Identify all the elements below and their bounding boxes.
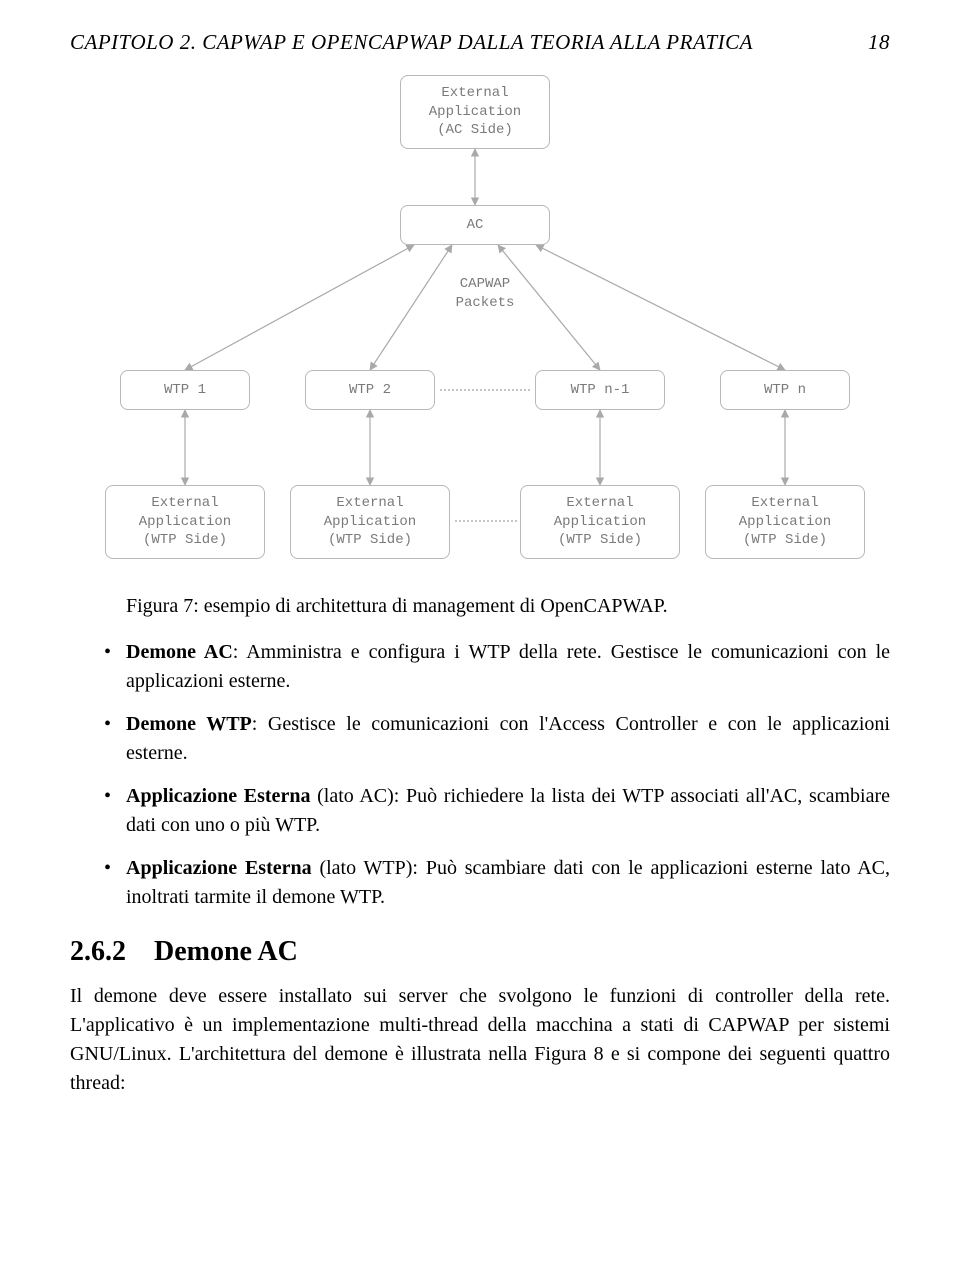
diagram-node-wtp1: WTP 1: [120, 370, 250, 410]
diagram-edge: [185, 245, 414, 370]
diagram-node-ea1: ExternalApplication(WTP Side): [105, 485, 265, 559]
diagram-node-wtp2: WTP 2: [305, 370, 435, 410]
header-chapter: CAPITOLO 2. CAPWAP E OPENCAPWAP DALLA TE…: [70, 30, 753, 55]
diagram-node-ea4: ExternalApplication(WTP Side): [705, 485, 865, 559]
diagram-node-label: (WTP Side): [558, 531, 642, 550]
diagram-node-label: External: [441, 84, 508, 103]
diagram-node-ext_ac: ExternalApplication(AC Side): [400, 75, 550, 149]
diagram-dots: [440, 389, 530, 391]
bullet-item: Demone AC: Amministra e configura i WTP …: [70, 638, 890, 696]
diagram-dots: [455, 520, 517, 522]
figure-caption: Figura 7: esempio di architettura di man…: [126, 595, 890, 618]
diagram-node-label: (WTP Side): [328, 531, 412, 550]
diagram-node-label: External: [151, 494, 218, 513]
diagram-edge: [536, 245, 785, 370]
bullet-term: Applicazione Esterna: [126, 857, 312, 879]
body-paragraph: Il demone deve essere installato sui ser…: [70, 982, 890, 1098]
bullet-item: Applicazione Esterna (lato AC): Può rich…: [70, 782, 890, 840]
diagram-node-label: WTP n: [764, 381, 806, 400]
bullet-list: Demone AC: Amministra e configura i WTP …: [70, 638, 890, 912]
diagram-node-label: AC: [467, 216, 484, 235]
diagram-node-label: CAPWAP: [435, 275, 535, 294]
diagram-node-label: WTP 1: [164, 381, 206, 400]
page-root: CAPITOLO 2. CAPWAP E OPENCAPWAP DALLA TE…: [0, 0, 960, 1128]
diagram-node-label: Application: [429, 103, 521, 122]
bullet-item: Demone WTP: Gestisce le comunicazioni co…: [70, 710, 890, 768]
section-number: 2.6.2: [70, 936, 126, 967]
diagram-node-label: External: [336, 494, 403, 513]
diagram-canvas: ExternalApplication(AC Side)ACCAPWAPPack…: [90, 75, 870, 565]
figure-7: ExternalApplication(AC Side)ACCAPWAPPack…: [70, 75, 890, 565]
section-heading: 2.6.2 Demone AC: [70, 936, 890, 968]
diagram-node-ea3: ExternalApplication(WTP Side): [520, 485, 680, 559]
header-page-number: 18: [868, 30, 890, 55]
diagram-node-label: Application: [554, 513, 646, 532]
diagram-node-wtpn1: WTP n-1: [535, 370, 665, 410]
diagram-node-label: External: [566, 494, 633, 513]
bullet-item: Applicazione Esterna (lato WTP): Può sca…: [70, 854, 890, 912]
bullet-term: Demone WTP: [126, 713, 252, 735]
bullet-term: Applicazione Esterna: [126, 785, 310, 807]
bullet-text: : Amministra e configura i WTP della ret…: [126, 641, 890, 692]
diagram-node-label: Application: [139, 513, 231, 532]
section-title: Demone AC: [154, 936, 298, 967]
diagram-node-label: WTP n-1: [571, 381, 630, 400]
diagram-node-label: Application: [324, 513, 416, 532]
diagram-node-label: (WTP Side): [143, 531, 227, 550]
diagram-node-label: Application: [739, 513, 831, 532]
diagram-node-cap_lbl: CAPWAPPackets: [435, 275, 535, 315]
diagram-node-wtpn: WTP n: [720, 370, 850, 410]
running-header: CAPITOLO 2. CAPWAP E OPENCAPWAP DALLA TE…: [70, 30, 890, 55]
diagram-node-ea2: ExternalApplication(WTP Side): [290, 485, 450, 559]
diagram-node-label: External: [751, 494, 818, 513]
diagram-node-ac: AC: [400, 205, 550, 245]
diagram-node-label: (AC Side): [437, 121, 513, 140]
diagram-node-label: WTP 2: [349, 381, 391, 400]
diagram-node-label: Packets: [435, 294, 535, 313]
bullet-term: Demone AC: [126, 641, 233, 663]
diagram-node-label: (WTP Side): [743, 531, 827, 550]
